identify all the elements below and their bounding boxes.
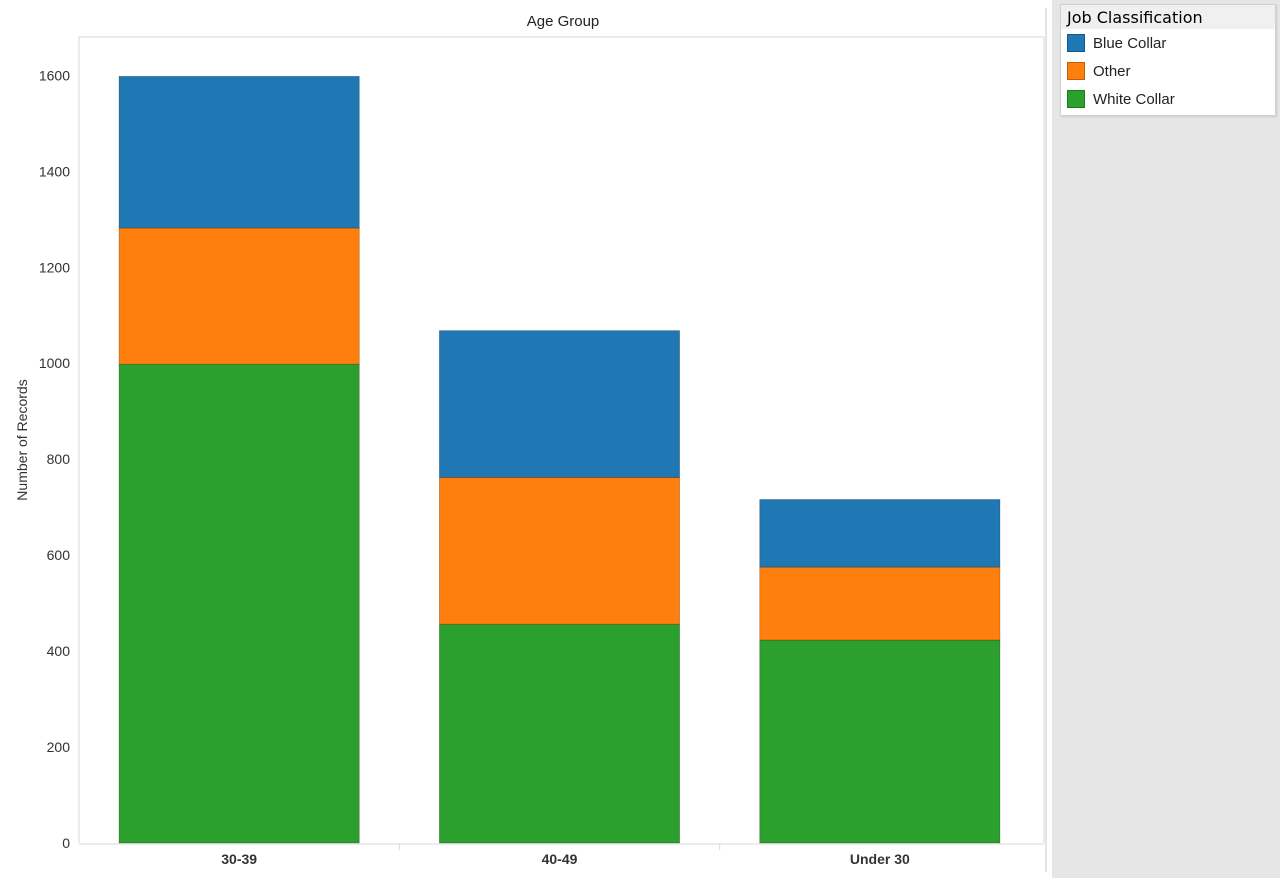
y-tick-label: 1400 [39, 163, 70, 179]
y-tick-label: 0 [62, 835, 70, 851]
stacked-bar-chart: Age Group Number of Records 0 200 400 600 80… [14, 8, 1047, 872]
legend-item-blue-collar[interactable]: Blue Collar [1061, 29, 1275, 57]
y-tick-label: 400 [47, 643, 71, 659]
legend-item-other[interactable]: Other [1061, 57, 1275, 85]
y-axis-label: Number of Records [14, 379, 30, 500]
legend-label: White Collar [1093, 90, 1175, 108]
x-tick-label: 40-49 [542, 851, 578, 867]
bar-40-49-blue-collar[interactable] [438, 330, 681, 478]
x-tick-label: 30-39 [221, 851, 257, 867]
legend-label: Other [1093, 62, 1131, 80]
bar-40-49-other[interactable] [438, 477, 681, 625]
legend-title: Job Classification [1061, 5, 1275, 29]
bar-30-39-other[interactable] [118, 227, 360, 365]
bar-under-30-white-collar[interactable] [759, 639, 1001, 844]
y-tick-label: 600 [47, 547, 71, 563]
bar-under-30-blue-collar[interactable] [759, 499, 1001, 568]
legend: Job Classification Blue Collar Other Whi… [1060, 4, 1276, 116]
bar-under-30-other[interactable] [759, 566, 1001, 641]
ticks: 0 200 400 600 800 1000 1200 1400 1600 30-39 40-49 U… [39, 67, 910, 867]
bar-30-39-blue-collar[interactable] [118, 75, 360, 229]
axes [78, 8, 1047, 872]
y-tick-label: 1600 [39, 67, 70, 83]
legend-swatch-blue-collar [1067, 34, 1085, 52]
y-tick-label: 1000 [39, 355, 70, 371]
legend-swatch-other [1067, 62, 1085, 80]
y-tick-label: 1200 [39, 259, 70, 275]
bar-30-39-white-collar[interactable] [118, 363, 360, 844]
legend-swatch-white-collar [1067, 90, 1085, 108]
x-tick-label: Under 30 [850, 851, 910, 867]
bars [118, 75, 1001, 844]
bar-40-49-white-collar[interactable] [438, 623, 681, 844]
chart-title: Age Group [527, 13, 600, 30]
y-tick-label: 800 [47, 451, 71, 467]
chart-pane: Age Group Number of Records 0 200 400 600 80… [0, 0, 1052, 878]
legend-item-white-collar[interactable]: White Collar [1061, 85, 1275, 113]
y-tick-label: 200 [47, 739, 71, 755]
legend-label: Blue Collar [1093, 34, 1167, 52]
